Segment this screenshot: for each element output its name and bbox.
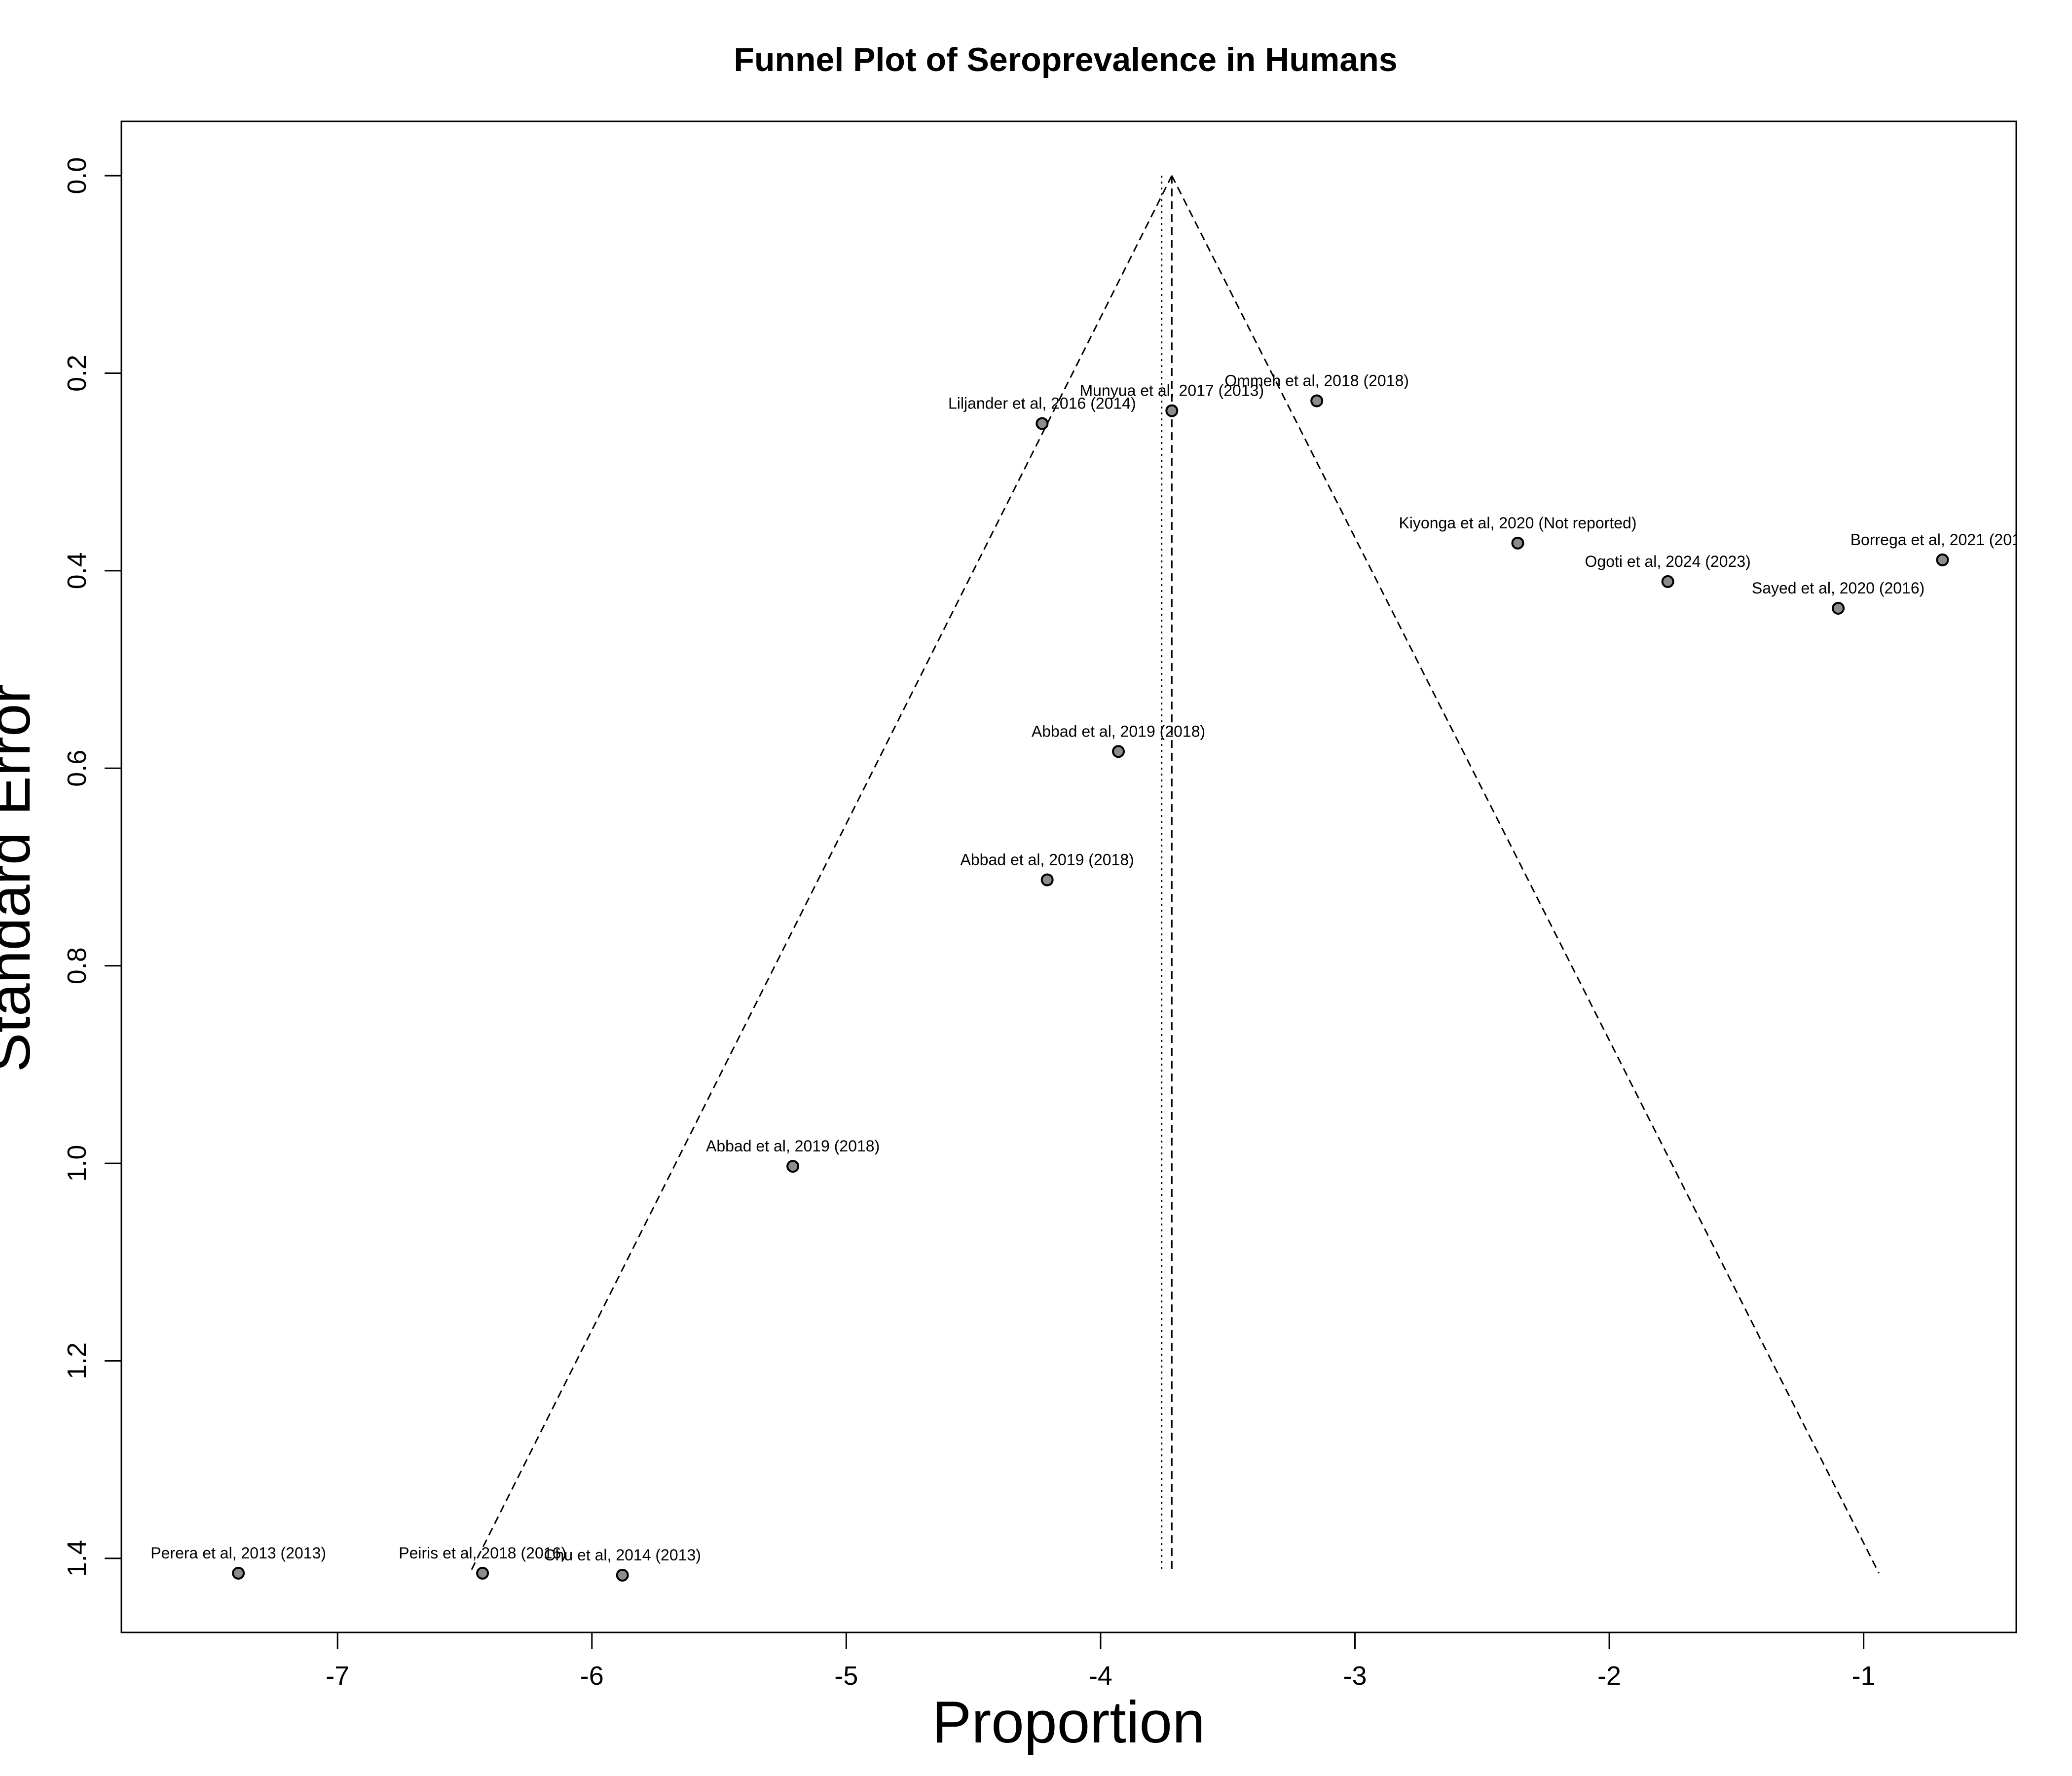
study-point-label: Munyua et al, 2017 (2013) <box>1080 382 1264 400</box>
funnel-right-boundary <box>1171 175 1880 1574</box>
y-tick-label: 0.2 <box>62 355 92 392</box>
study-point <box>232 1566 245 1580</box>
study-point-label: Borrega et al, 2021 (2019) <box>1850 531 2035 549</box>
study-point <box>476 1566 489 1580</box>
x-axis: -7 -6 -5 -4 -3 -2 -1 <box>326 1632 1876 1691</box>
study-point <box>1165 404 1179 417</box>
study-point-label: Kiyonga et al, 2020 (Not reported) <box>1399 514 1636 532</box>
study-point-label: Chu et al, 2014 (2013) <box>544 1546 701 1564</box>
study-point <box>1936 553 1949 566</box>
study-point-label: Abbad et al, 2019 (2018) <box>1032 722 1205 740</box>
y-tick-label: 1.0 <box>62 1145 92 1182</box>
x-tick-label: -2 <box>1597 1661 1621 1691</box>
study-point <box>1661 575 1674 588</box>
x-tick-label: -7 <box>326 1661 349 1691</box>
study-point <box>1310 394 1324 407</box>
x-tick-label: -5 <box>834 1661 858 1691</box>
study-point <box>1040 873 1054 887</box>
y-axis-title: Standard Error <box>0 684 42 1072</box>
study-labels: Liljander et al, 2016 (2014)Munyua et al… <box>150 372 2035 1564</box>
y-tick-label: 1.2 <box>62 1342 92 1379</box>
y-tick-label: 0.8 <box>62 947 92 984</box>
study-point-label: Peiris et al, 2018 (2016) <box>399 1544 566 1562</box>
y-tick-label: 0.0 <box>62 157 92 194</box>
study-point <box>786 1160 800 1173</box>
study-point-label: Abbad et al, 2019 (2018) <box>961 851 1134 869</box>
study-point <box>1036 417 1049 430</box>
study-point-label: Liljander et al, 2016 (2014) <box>948 395 1136 412</box>
x-tick-label: -1 <box>1852 1661 1876 1691</box>
y-tick-label: 1.4 <box>62 1540 92 1577</box>
study-point <box>616 1568 629 1582</box>
study-point <box>1511 536 1524 550</box>
x-tick-label: -6 <box>580 1661 604 1691</box>
x-axis-title: Proportion <box>932 1689 1205 1755</box>
x-tick-label: -3 <box>1343 1661 1367 1691</box>
study-point-label: Abbad et al, 2019 (2018) <box>706 1137 880 1155</box>
study-point <box>1832 601 1845 615</box>
y-tick-label: 0.4 <box>62 552 92 589</box>
y-tick-label: 0.6 <box>62 750 92 787</box>
study-point <box>1112 745 1125 758</box>
study-point-label: Sayed et al, 2020 (2016) <box>1752 579 1924 597</box>
study-point-label: Perera et al, 2013 (2013) <box>150 1544 326 1562</box>
x-tick-label: -4 <box>1089 1661 1112 1691</box>
study-point-label: Ogoti et al, 2024 (2023) <box>1585 553 1751 570</box>
study-points <box>232 394 1949 1582</box>
chart-title: Funnel Plot of Seroprevalence in Humans <box>734 41 1397 78</box>
study-point-label: Ommeh et al, 2018 (2018) <box>1224 372 1409 390</box>
plot-frame <box>120 120 2017 1633</box>
plot-area: Liljander et al, 2016 (2014)Munyua et al… <box>150 175 2035 1582</box>
funnel-left-boundary <box>469 175 1173 1574</box>
y-axis: 0.0 0.2 0.4 0.6 0.8 1.0 1.2 1.4 <box>62 157 121 1577</box>
